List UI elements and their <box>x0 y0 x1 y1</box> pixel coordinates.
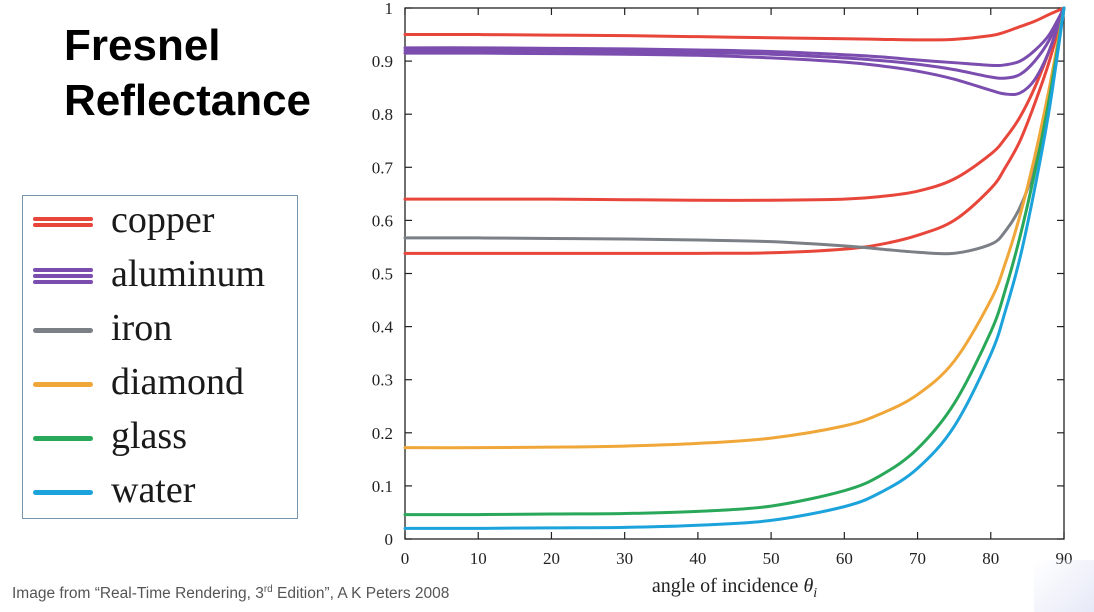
series-line-water-9 <box>403 6 1066 530</box>
legend-swatch-diamond <box>33 374 93 394</box>
legend-label-water: water <box>111 469 196 511</box>
legend-label-iron: iron <box>111 307 173 349</box>
y-tick-label: 1 <box>385 0 394 18</box>
series-line-diamond-7 <box>403 6 1066 450</box>
x-tick-label: 30 <box>616 549 633 568</box>
x-axis-title-subscript: i <box>813 586 817 601</box>
y-tick-label: 0.6 <box>372 211 393 230</box>
legend-swatch-water <box>33 482 93 502</box>
x-tick-label: 20 <box>543 549 560 568</box>
x-tick-label: 80 <box>982 549 999 568</box>
series-line-copper-1 <box>403 6 1066 202</box>
image-credit-caption: Image from “Real-Time Rendering, 3rd Edi… <box>12 584 449 603</box>
legend-label-copper: copper <box>111 199 215 241</box>
series-line-copper-2 <box>403 6 1066 255</box>
legend-item-iron: iron <box>23 304 299 358</box>
y-tick-label: 0.2 <box>372 424 393 443</box>
series-line-iron-6 <box>403 6 1066 256</box>
caption-superscript: rd <box>263 584 273 595</box>
x-axis-title: angle of incidence θi <box>652 575 817 601</box>
series-line-glass-8 <box>403 6 1066 517</box>
slide-title: Fresnel Reflectance <box>64 18 311 128</box>
series-line-aluminum-3 <box>403 6 1066 68</box>
x-tick-label: 60 <box>836 549 853 568</box>
series-line-aluminum-5 <box>403 6 1066 97</box>
x-axis-title-symbol: θ <box>803 575 813 597</box>
legend-item-glass: glass <box>23 412 299 466</box>
y-tick-label: 0.3 <box>372 371 393 390</box>
series-line-copper-0 <box>403 6 1066 42</box>
y-tick-label: 0.9 <box>372 52 393 71</box>
y-tick-label: 0.8 <box>372 105 393 124</box>
legend-swatch-aluminum <box>33 266 93 286</box>
x-tick-label: 0 <box>401 549 410 568</box>
legend-item-water: water <box>23 466 299 520</box>
y-tick-label: 0.4 <box>372 318 394 337</box>
x-tick-label: 10 <box>470 549 487 568</box>
y-tick-label: 0.7 <box>372 158 394 177</box>
title-line-1: Fresnel <box>64 21 221 70</box>
chart-legend: copper aluminum iron diamond glass water <box>22 195 298 519</box>
caption-text-start: Image from “Real-Time Rendering, 3 <box>12 585 264 603</box>
legend-item-diamond: diamond <box>23 358 299 412</box>
corner-decoration <box>1034 560 1094 612</box>
legend-item-copper: copper <box>23 196 299 250</box>
series-line-aluminum-4 <box>403 6 1066 80</box>
x-tick-label: 70 <box>909 549 926 568</box>
x-tick-label: 50 <box>763 549 780 568</box>
legend-swatch-copper <box>33 212 93 232</box>
legend-label-glass: glass <box>111 415 187 457</box>
y-tick-label: 0 <box>385 530 394 549</box>
y-tick-label: 0.1 <box>372 477 393 496</box>
plot-frame <box>404 7 1065 540</box>
legend-item-aluminum: aluminum <box>23 250 299 304</box>
legend-swatch-iron <box>33 320 93 340</box>
y-tick-label: 0.5 <box>372 265 393 284</box>
legend-swatch-glass <box>33 428 93 448</box>
legend-label-diamond: diamond <box>111 361 244 403</box>
caption-text-end: Edition”, A K Peters 2008 <box>272 585 450 603</box>
title-line-2: Reflectance <box>64 76 312 125</box>
x-axis-title-text: angle of incidence <box>652 575 804 597</box>
legend-label-aluminum: aluminum <box>111 253 266 295</box>
x-tick-label: 40 <box>689 549 706 568</box>
